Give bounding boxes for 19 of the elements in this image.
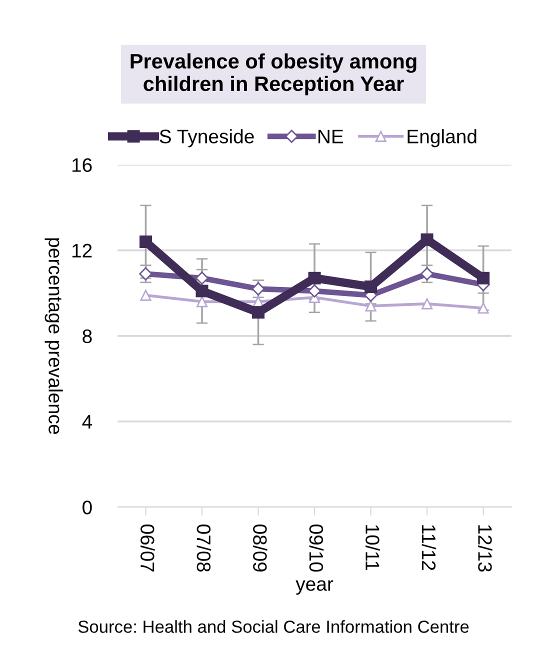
legend-label: England (408, 129, 476, 148)
x-axis-title: year (296, 580, 334, 595)
x-tick-label: 10/11 (366, 525, 380, 570)
x-tick-label: 08/09 (253, 524, 268, 572)
y-tick-label: 12 (72, 244, 92, 258)
x-tick-label: 06/07 (140, 524, 155, 572)
x-tick-label: 07/08 (196, 524, 212, 572)
x-tick-label: 09/10 (309, 524, 324, 572)
legend-label: S Tyneside (160, 129, 254, 148)
y-tick-label: 16 (72, 158, 92, 172)
y-axis-title: percentage prevalence (44, 238, 63, 434)
chart-title: Prevalence of obesity among children in Reception Year (130, 53, 416, 96)
x-tick-label: 11/12 (422, 525, 436, 570)
source-note: Source: Health and Social Care Information Centre (78, 620, 469, 633)
x-tick-label: 12/13 (478, 525, 492, 572)
y-tick-label: 0 (82, 500, 92, 514)
y-tick-label: 8 (82, 329, 92, 344)
legend-label: NE (318, 130, 344, 144)
y-tick-label: 4 (82, 415, 92, 429)
